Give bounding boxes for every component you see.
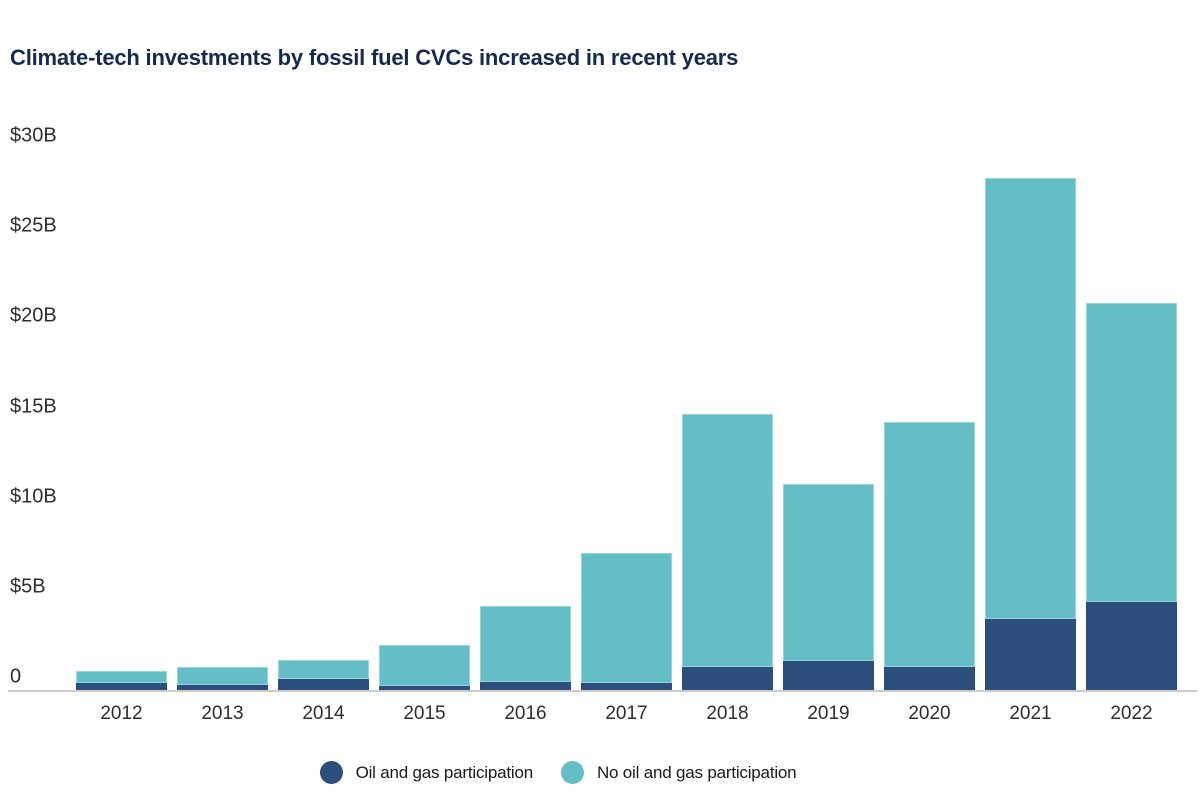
bar-segment-no-oil-gas-2020 [884,422,975,667]
bar-segment-oil-gas-2021 [985,619,1076,690]
bar-segment-oil-gas-2019 [783,661,874,690]
x-axis-label-2018: 2018 [706,703,749,724]
bar-segment-oil-gas-2014 [278,679,369,690]
bar-segment-oil-gas-2016 [480,682,571,690]
legend: Oil and gas participation No oil and gas … [0,761,1158,784]
x-axis-label-2021: 2021 [1009,703,1052,724]
x-axis-line [8,690,1197,692]
bar-segment-no-oil-gas-2019 [783,484,874,661]
y-axis-tick-label: $20B [10,304,57,327]
bar-2021 [985,178,1076,690]
bar-segment-no-oil-gas-2013 [177,667,268,685]
bar-segment-oil-gas-2017 [581,683,672,690]
x-axis-label-2022: 2022 [1110,703,1153,724]
legend-label: Oil and gas participation [355,762,534,782]
legend-label: No oil and gas participation [596,762,797,782]
bar-segment-no-oil-gas-2014 [278,660,369,679]
y-axis-tick-label: $30B [10,124,57,147]
y-axis-tick-label: $10B [10,485,57,508]
bar-segment-oil-gas-2012 [76,683,167,690]
bar-segment-no-oil-gas-2022 [1086,303,1177,602]
x-axis-label-2012: 2012 [100,703,143,724]
bar-segment-oil-gas-2018 [682,667,773,690]
legend-dot-oil-gas [319,761,343,784]
bar-2018 [682,414,773,690]
bar-segment-oil-gas-2022 [1086,602,1177,690]
bar-2014 [278,660,369,690]
y-axis-tick-label: $15B [10,395,57,417]
bar-segment-no-oil-gas-2018 [682,414,773,667]
bar-2013 [177,667,268,690]
x-axis-label-2014: 2014 [302,703,345,724]
bar-segment-no-oil-gas-2021 [985,178,1076,619]
y-axis-tick-label: 0 [10,665,22,688]
bar-2016 [480,606,571,690]
bar-segment-oil-gas-2013 [177,685,268,690]
bar-2022 [1086,303,1177,690]
y-axis-tick-label: $25B [10,214,57,237]
x-axis-label-2015: 2015 [403,703,446,724]
bar-segment-no-oil-gas-2016 [480,606,571,682]
x-axis-label-2019: 2019 [807,703,850,724]
x-axis-label-2020: 2020 [908,703,951,724]
x-axis-label-2017: 2017 [605,703,648,724]
bar-2012 [76,671,167,690]
bar-2017 [581,553,672,690]
bar-2019 [783,484,874,690]
bar-2020 [884,422,975,690]
x-axis-label-2013: 2013 [201,703,244,724]
legend-item-no-oil-gas: No oil and gas participation [560,761,797,784]
x-axis-label-2016: 2016 [504,703,547,724]
bar-segment-no-oil-gas-2012 [76,671,167,683]
bar-segment-oil-gas-2020 [884,667,975,690]
chart-title: Climate-tech investments by fossil fuel … [10,45,739,70]
legend-item-oil-gas: Oil and gas participation [319,761,534,784]
y-axis-tick-label: $5B [10,575,46,598]
legend-dot-no-oil-gas [560,761,584,784]
bar-segment-no-oil-gas-2015 [379,645,470,686]
bar-2015 [379,645,470,690]
bar-segment-oil-gas-2015 [379,686,470,690]
bar-segment-no-oil-gas-2017 [581,553,672,683]
